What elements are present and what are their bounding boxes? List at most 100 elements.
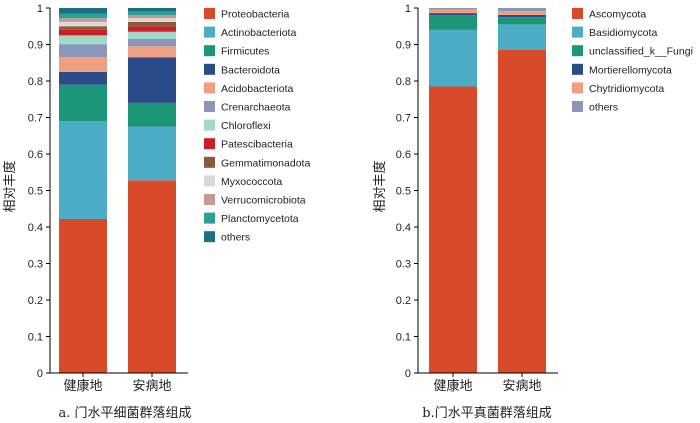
- bar-segment-健康地-Acidobacteriota: [59, 57, 107, 72]
- y-tick-label: 0.5: [396, 186, 411, 198]
- legend-swatch: [572, 45, 583, 57]
- y-tick-label: 0.1: [28, 332, 43, 344]
- legend-label: Mortierellomycota: [589, 64, 672, 76]
- bar-segment-安病地-Myxococcota: [128, 18, 176, 22]
- chart-panel-2: 0 0.1 0.2 0.3 0.4 0.5 0.6 0.7 0.8 0.9 1 健康地 安病地 相对丰度 A…: [372, 3, 693, 421]
- y-tick-label: 0: [405, 368, 411, 380]
- legend-swatch: [204, 194, 215, 205]
- bar-segment-安病地-Patescibacteria: [128, 26, 176, 32]
- legend-label: Acidobacteriota: [221, 83, 294, 95]
- legend-swatch: [204, 175, 215, 187]
- legend-swatch: [204, 63, 215, 75]
- bar-segment-安病地-Acidobacteriota: [128, 46, 176, 58]
- y-tick-label: 0.5: [28, 186, 43, 198]
- bar-segment-健康地-Ascomycota: [429, 86, 477, 373]
- bar-segment-健康地-Firmicutes: [59, 84, 107, 122]
- legend-label: Proteobacteria: [221, 9, 289, 21]
- x-category-label: 健康地: [433, 378, 472, 394]
- legend-swatch: [572, 63, 583, 75]
- x-category-label: 健康地: [63, 378, 102, 394]
- bar-segment-安病地-Proteobacteria: [128, 180, 176, 373]
- y-tick-label: 0.2: [28, 295, 43, 307]
- bar-segment-安病地-Verrucomicrobiota: [128, 15, 176, 19]
- x-category-label: 安病地: [132, 379, 171, 394]
- bar-segment-安病地-Bacteroidota: [128, 57, 176, 103]
- bar-segment-健康地-Verrucomicrobiota: [59, 18, 107, 22]
- bar-segment-健康地-Crenarchaeota: [59, 44, 107, 58]
- y-tick-label: 1: [37, 3, 43, 15]
- bar-segment-安病地-Basidiomycota: [498, 24, 546, 50]
- legend-swatch: [572, 26, 583, 38]
- legend-swatch: [572, 82, 583, 94]
- legend-label: Actinobacteriota: [221, 27, 296, 39]
- legend-swatch: [204, 26, 215, 38]
- bar-segment-健康地-Chloroflexi: [59, 35, 107, 45]
- figure-caption: a. 门水平细菌群落组成: [58, 406, 191, 421]
- bar-segment-安病地-Mortierellomycota: [498, 14, 546, 18]
- bar-segment-安病地-Ascomycota: [498, 49, 546, 373]
- legend-swatch: [572, 8, 583, 19]
- bar-segment-健康地-Chytridiomycota: [429, 9, 477, 14]
- y-tick-label: 0.8: [28, 76, 43, 88]
- legend-swatch: [204, 8, 215, 19]
- legend-label: Patescibacteria: [221, 139, 293, 151]
- bar-segment-健康地-Myxococcota: [59, 21, 107, 27]
- legend-label: Verrucomicrobiota: [221, 195, 306, 207]
- bar-segment-健康地-Patescibacteria: [59, 29, 107, 36]
- bar-segment-安病地-others: [128, 8, 176, 12]
- bar-segment-安病地-others: [498, 8, 546, 12]
- legend-swatch: [204, 119, 215, 131]
- legend-swatch: [204, 82, 215, 94]
- legend-label: Planctomycetota: [221, 213, 299, 225]
- y-tick-label: 0.3: [396, 259, 411, 271]
- chart-panel-1: 0 0.1 0.2 0.3 0.4 0.5 0.6 0.7 0.8 0.9 1 健康地 安病地 相对丰度 P…: [2, 3, 310, 421]
- legend-label: others: [589, 102, 618, 114]
- x-category-label: 安病地: [502, 379, 541, 394]
- y-tick-label: 0.2: [396, 295, 411, 307]
- y-tick-label: 0: [37, 368, 43, 380]
- legend-swatch: [204, 212, 215, 224]
- y-tick-label: 0.3: [28, 259, 43, 271]
- legend-label: Ascomycota: [589, 9, 646, 21]
- legend-swatch: [204, 231, 215, 243]
- legend-label: Bacteroidota: [221, 64, 280, 76]
- legend-swatch: [204, 101, 215, 112]
- y-tick-label: 0.6: [396, 149, 411, 161]
- bar-segment-健康地-Bacteroidota: [59, 71, 107, 85]
- y-tick-label: 0.1: [396, 332, 411, 344]
- bar-segment-健康地-others: [429, 8, 477, 10]
- y-tick-label: 1: [405, 3, 411, 15]
- legend-label: Basidiomycota: [589, 27, 657, 39]
- bar-segment-安病地-Planctomycetota: [128, 11, 176, 16]
- bar-segment-健康地-Basidiomycota: [429, 29, 477, 87]
- bar-segment-健康地-Mortierellomycota: [429, 13, 477, 16]
- bar-segment-健康地-Proteobacteria: [59, 218, 107, 373]
- bar-segment-安病地-Chytridiomycota: [498, 11, 546, 15]
- legend-label: others: [221, 232, 250, 244]
- bar-segment-健康地-others: [59, 8, 107, 14]
- bar-segment-安病地-Crenarchaeota: [128, 39, 176, 47]
- bar-segment-安病地-unclassified_k__Fungi: [498, 17, 546, 25]
- legend-label: Myxococcota: [221, 176, 282, 188]
- bar-segment-健康地-unclassified_k__Fungi: [429, 15, 477, 30]
- y-axis-label: 相对丰度: [372, 160, 388, 212]
- legend-label: Firmicutes: [221, 46, 269, 58]
- legend-swatch: [204, 45, 215, 57]
- legend-label: Crenarchaeota: [221, 102, 291, 114]
- bar-segment-安病地-Firmicutes: [128, 102, 176, 127]
- y-tick-label: 0.4: [28, 222, 43, 234]
- y-tick-label: 0.6: [28, 149, 43, 161]
- y-tick-label: 0.4: [396, 222, 411, 234]
- y-tick-label: 0.8: [396, 76, 411, 88]
- bar-segment-安病地-Actinobacteriota: [128, 126, 176, 181]
- legend-swatch: [204, 156, 215, 168]
- legend-label: Chloroflexi: [221, 120, 271, 132]
- bar-segment-安病地-Chloroflexi: [128, 31, 176, 40]
- y-tick-label: 0.7: [396, 113, 411, 125]
- bar-segment-健康地-Planctomycetota: [59, 13, 107, 19]
- bar-segment-健康地-Gemmatimonadota: [59, 26, 107, 30]
- legend-swatch: [204, 138, 215, 150]
- bar-segment-安病地-Gemmatimonadota: [128, 21, 176, 27]
- legend-label: unclassified_k__Fungi: [589, 46, 693, 58]
